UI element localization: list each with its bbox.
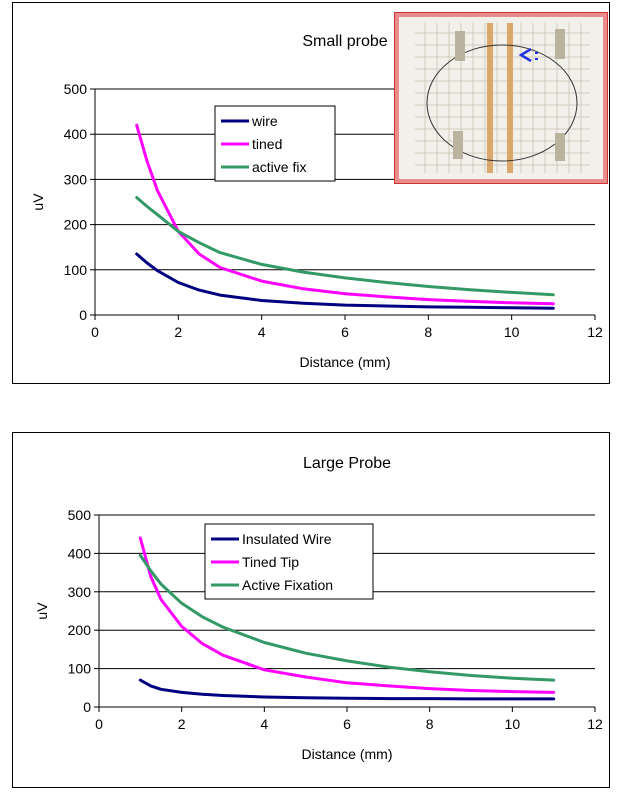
x-axis-label: Distance (mm): [299, 354, 390, 370]
legend-entry: Tined Tip: [242, 554, 299, 570]
x-tick-label: 10: [505, 716, 521, 732]
y-axis-label: uV: [30, 193, 46, 211]
legend-entry: tined: [252, 136, 282, 152]
probe-photo-illustration: [399, 17, 603, 179]
y-tick-label: 300: [64, 171, 88, 187]
x-tick-label: 8: [426, 716, 434, 732]
legend: Insulated Wire Tined Tip Active Fixation: [204, 523, 374, 600]
chart-title: Large Probe: [303, 455, 391, 472]
probe-photo-inset: [394, 12, 608, 184]
x-tick-label: 2: [174, 324, 182, 340]
y-tick-label: 100: [68, 661, 92, 677]
small-probe-chart: Small probe 0 100 200 300 400 500 0 2 4 6 8 10 12 Dist…: [30, 33, 603, 370]
y-tick-label: 100: [64, 262, 88, 278]
series-line-0: [135, 252, 555, 310]
x-tick-label: 6: [341, 324, 349, 340]
y-tick-label: 0: [83, 699, 91, 715]
y-axis-label: uV: [34, 602, 50, 620]
y-tick-label: 0: [79, 307, 87, 323]
y-tick-label: 400: [68, 545, 92, 561]
x-tick-label: 0: [91, 324, 99, 340]
series-line-1: [138, 536, 556, 694]
x-tick-label: 8: [424, 324, 432, 340]
legend-entry: Active Fixation: [242, 577, 333, 593]
y-tick-label: 200: [64, 217, 88, 233]
series-line-2: [138, 553, 556, 682]
series-line-2: [135, 196, 555, 297]
series-line-0: [138, 678, 556, 701]
x-tick-label: 6: [343, 716, 351, 732]
x-tick-label: 12: [587, 324, 603, 340]
series-line-1: [135, 123, 555, 306]
legend-entry: wire: [251, 113, 278, 129]
large-probe-chart-panel: Large Probe 0 100 200 300 400 500 0 2 4 6 8 10 12 Dist…: [12, 432, 610, 788]
x-tick-label: 0: [95, 716, 103, 732]
y-tick-label: 200: [68, 622, 92, 638]
large-probe-chart: Large Probe 0 100 200 300 400 500 0 2 4 6 8 10 12 Dist…: [34, 455, 603, 762]
x-tick-label: 4: [260, 716, 268, 732]
legend-entry: active fix: [252, 159, 306, 175]
y-tick-label: 400: [64, 126, 88, 142]
x-axis-label: Distance (mm): [301, 746, 392, 762]
y-tick-label: 300: [68, 584, 92, 600]
y-tick-label: 500: [64, 81, 88, 97]
x-tick-label: 4: [258, 324, 266, 340]
legend-entry: Insulated Wire: [242, 531, 332, 547]
x-tick-label: 10: [504, 324, 520, 340]
small-probe-chart-panel: Small probe 0 100 200 300 400 500 0 2 4 6 8 10 12 Dist…: [12, 2, 610, 384]
chart-title: Small probe: [302, 33, 387, 50]
legend: wire tined active fix: [214, 105, 336, 182]
y-tick-label: 500: [68, 507, 92, 523]
x-tick-label: 2: [178, 716, 186, 732]
x-tick-label: 12: [587, 716, 603, 732]
